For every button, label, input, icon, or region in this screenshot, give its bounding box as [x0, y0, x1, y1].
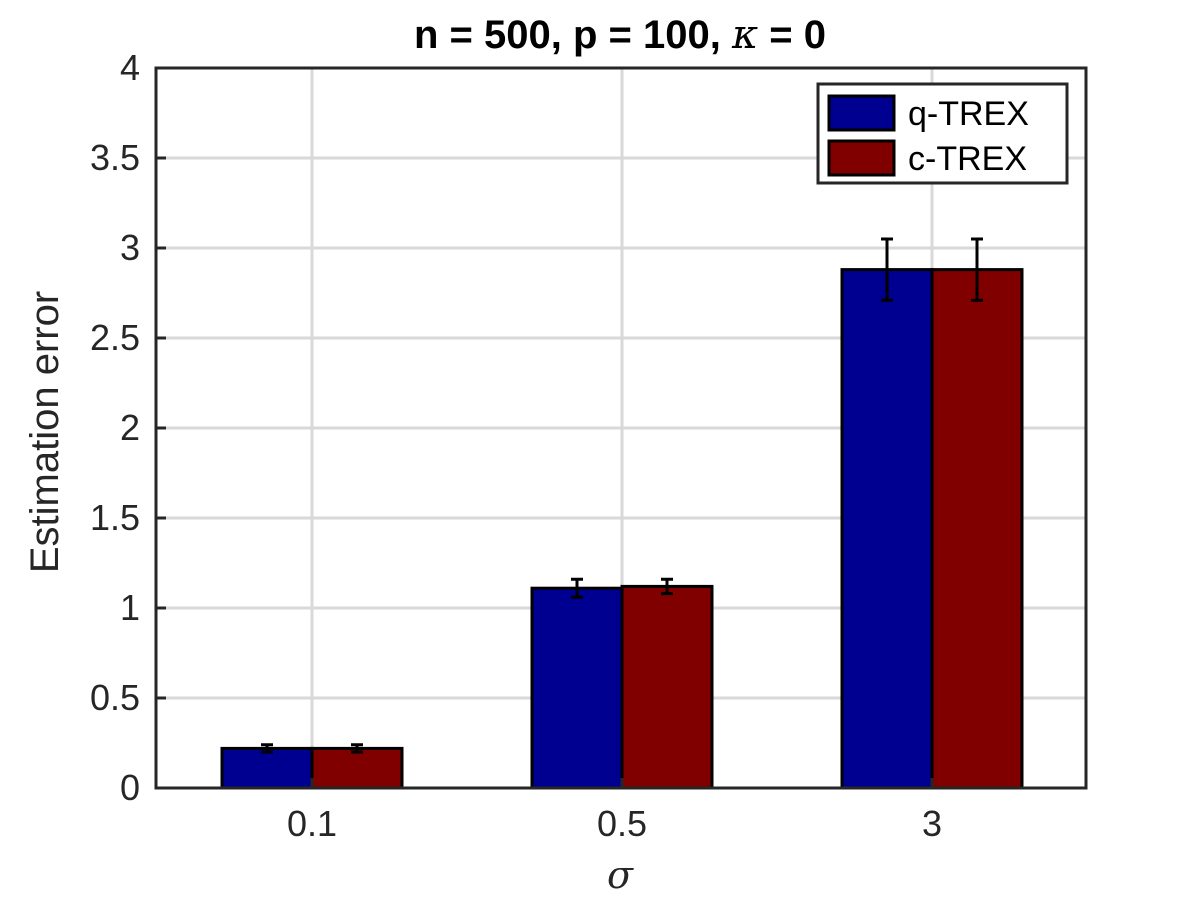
error-bars: [261, 237, 983, 754]
y-tick-label: 2.5: [90, 317, 140, 358]
legend-label-c-trex: c-TREX: [908, 140, 1027, 178]
y-tick-label: 0.5: [90, 677, 140, 718]
bar-q-trex-0.1: [220, 746, 314, 790]
error-bar-c-trex-3: [971, 237, 983, 302]
bar-q-trex-0.5: [530, 586, 624, 790]
x-tick-label: 0.5: [597, 803, 647, 844]
y-tick-label: 1.5: [90, 497, 140, 538]
y-tick-label: 1: [120, 587, 140, 628]
error-bar-q-trex-3: [881, 237, 893, 302]
y-tick-label: 2: [120, 407, 140, 448]
y-tick-label: 0: [120, 767, 140, 808]
x-axis-label: σ: [607, 853, 634, 897]
bar-c-trex-0.1: [310, 746, 404, 790]
chart-title: n = 500, p = 100, κ = 0: [414, 12, 826, 58]
x-tick-label: 3: [922, 803, 942, 844]
y-tick-labels: 0 0.5 1 1.5 2 2.5 3 3.5 4: [90, 47, 166, 808]
legend-swatch-c-trex: [827, 139, 896, 177]
x-tick-labels: 0.1 0.5 3: [287, 778, 942, 844]
error-bar-c-trex-0.1: [351, 743, 363, 754]
legend-swatch-q-trex: [827, 94, 896, 132]
y-tick-label: 3.5: [90, 137, 140, 178]
legend: q-TREX c-TREX: [816, 82, 1069, 185]
error-bar-q-trex-0.5: [571, 577, 583, 599]
bar-c-trex-3: [930, 268, 1024, 790]
legend-label-q-trex: q-TREX: [908, 95, 1029, 133]
y-tick-label: 4: [120, 47, 140, 88]
chart-title-symbol: κ: [731, 12, 758, 58]
error-bar-q-trex-0.1: [261, 743, 273, 754]
chart-title-prefix: n = 500, p = 100,: [414, 13, 732, 57]
y-tick-label: 3: [120, 227, 140, 268]
bar-q-trex-3: [840, 268, 934, 790]
x-tick-label: 0.1: [287, 803, 337, 844]
chart-title-suffix: = 0: [758, 13, 826, 57]
error-bar-c-trex-0.5: [661, 577, 673, 596]
bar-c-trex-0.5: [620, 584, 714, 790]
y-axis-label: Estimation error: [23, 291, 67, 573]
